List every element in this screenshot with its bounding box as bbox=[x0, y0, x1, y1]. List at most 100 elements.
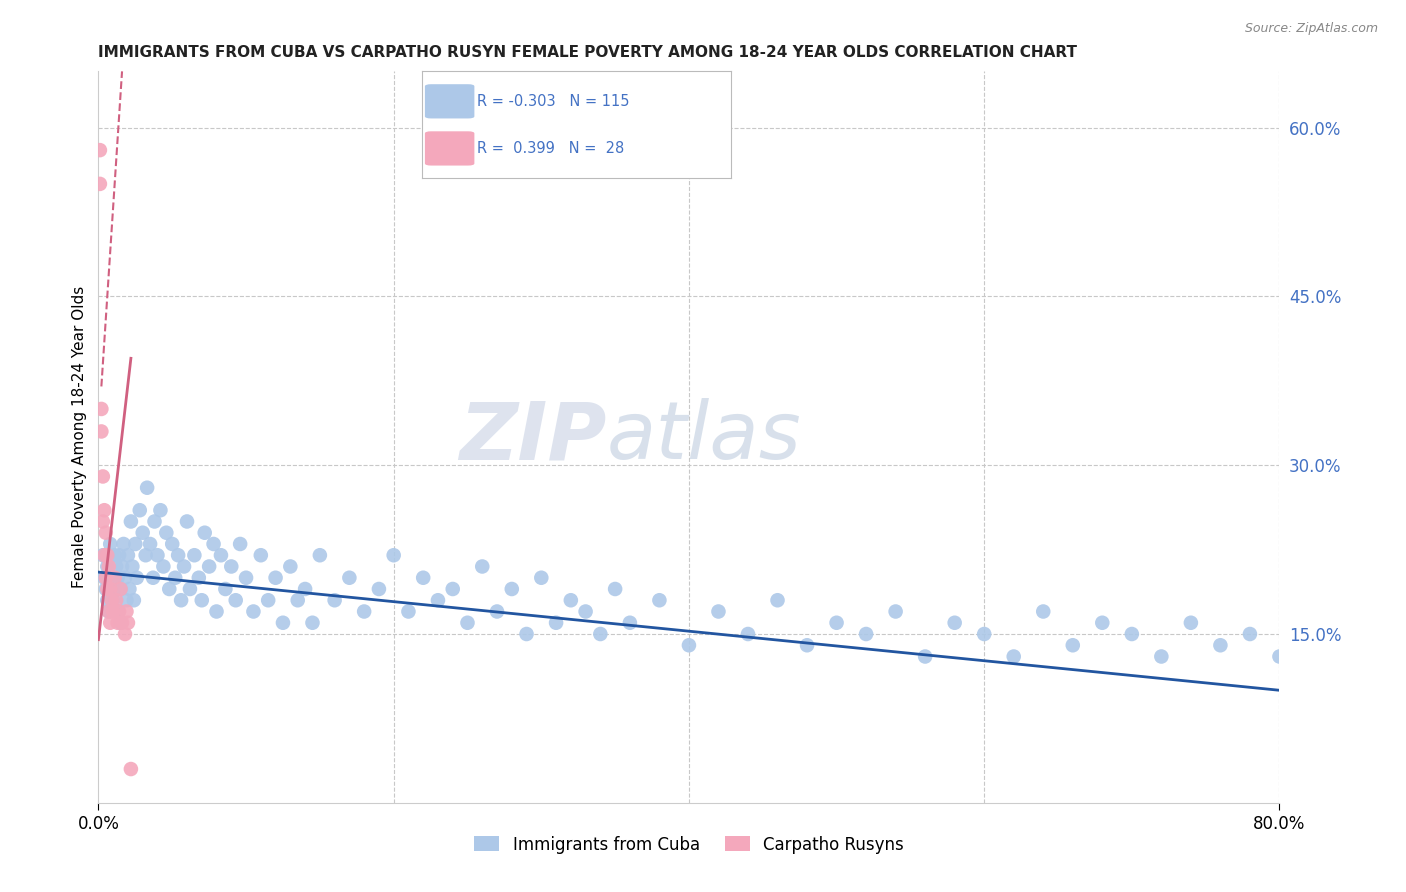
Point bbox=[94, 571, 117, 585]
Point bbox=[103, 593, 125, 607]
Point bbox=[96, 548, 118, 562]
Text: IMMIGRANTS FROM CUBA VS CARPATHO RUSYN FEMALE POVERTY AMONG 18-24 YEAR OLDS CORR: IMMIGRANTS FROM CUBA VS CARPATHO RUSYN F… bbox=[98, 45, 1077, 61]
Point bbox=[111, 559, 134, 574]
Text: Source: ZipAtlas.com: Source: ZipAtlas.com bbox=[1244, 22, 1378, 36]
Point bbox=[112, 537, 135, 551]
Point bbox=[94, 582, 117, 596]
Point bbox=[115, 593, 138, 607]
Point bbox=[136, 481, 159, 495]
Point bbox=[194, 525, 217, 540]
Point bbox=[96, 559, 118, 574]
Point bbox=[501, 582, 523, 596]
Point bbox=[368, 582, 391, 596]
Point bbox=[766, 593, 789, 607]
Point bbox=[132, 525, 155, 540]
Y-axis label: Female Poverty Among 18-24 Year Olds: Female Poverty Among 18-24 Year Olds bbox=[72, 286, 87, 588]
Point bbox=[120, 762, 142, 776]
Point bbox=[257, 593, 280, 607]
Point bbox=[884, 605, 907, 619]
Point bbox=[205, 605, 228, 619]
Point bbox=[825, 615, 848, 630]
Point bbox=[973, 627, 995, 641]
Point bbox=[280, 559, 302, 574]
Point bbox=[93, 571, 115, 585]
Point bbox=[114, 571, 136, 585]
Point bbox=[264, 571, 287, 585]
Point bbox=[339, 571, 361, 585]
Point bbox=[97, 605, 120, 619]
Point bbox=[110, 582, 132, 596]
Point bbox=[103, 571, 125, 585]
Point bbox=[162, 537, 183, 551]
Point bbox=[457, 615, 479, 630]
Point bbox=[560, 593, 582, 607]
Point bbox=[1062, 638, 1084, 652]
Point bbox=[89, 177, 111, 191]
Point bbox=[104, 548, 127, 562]
Point bbox=[89, 143, 111, 157]
Point bbox=[98, 582, 121, 596]
Point bbox=[287, 593, 309, 607]
Point bbox=[1180, 615, 1202, 630]
Point bbox=[110, 582, 132, 596]
Point bbox=[124, 537, 146, 551]
Point bbox=[1002, 649, 1025, 664]
Point bbox=[546, 615, 568, 630]
Point bbox=[107, 605, 129, 619]
Point bbox=[271, 615, 294, 630]
Point bbox=[143, 515, 166, 529]
Point bbox=[117, 615, 139, 630]
Point bbox=[737, 627, 759, 641]
Point bbox=[242, 605, 264, 619]
Point bbox=[105, 593, 128, 607]
Point bbox=[179, 582, 201, 596]
Point bbox=[1150, 649, 1173, 664]
Point bbox=[104, 582, 127, 596]
Point bbox=[122, 593, 145, 607]
Point bbox=[97, 559, 120, 574]
Point bbox=[678, 638, 700, 652]
Point bbox=[214, 582, 236, 596]
Point bbox=[121, 559, 143, 574]
FancyBboxPatch shape bbox=[425, 84, 474, 119]
Point bbox=[165, 571, 187, 585]
Point bbox=[125, 571, 148, 585]
Point bbox=[94, 525, 117, 540]
Point bbox=[412, 571, 434, 585]
Point bbox=[108, 605, 131, 619]
Point bbox=[183, 548, 205, 562]
Point bbox=[98, 537, 121, 551]
Point bbox=[97, 571, 120, 585]
Point bbox=[100, 593, 122, 607]
Point bbox=[107, 571, 129, 585]
Point bbox=[91, 548, 114, 562]
Point bbox=[516, 627, 538, 641]
Point bbox=[108, 548, 131, 562]
Point bbox=[294, 582, 316, 596]
Point bbox=[471, 559, 494, 574]
Point bbox=[176, 515, 198, 529]
FancyBboxPatch shape bbox=[425, 131, 474, 166]
Point bbox=[173, 559, 195, 574]
Point bbox=[96, 593, 118, 607]
Point bbox=[90, 401, 112, 416]
Point bbox=[309, 548, 332, 562]
Text: atlas: atlas bbox=[606, 398, 801, 476]
Point bbox=[914, 649, 936, 664]
Point bbox=[589, 627, 612, 641]
Point bbox=[139, 537, 162, 551]
Point bbox=[187, 571, 209, 585]
Point bbox=[98, 615, 121, 630]
Point bbox=[90, 425, 112, 439]
Point bbox=[225, 593, 247, 607]
Point bbox=[97, 605, 120, 619]
Point bbox=[1239, 627, 1261, 641]
Legend: Immigrants from Cuba, Carpatho Rusyns: Immigrants from Cuba, Carpatho Rusyns bbox=[468, 829, 910, 860]
Point bbox=[135, 548, 157, 562]
Point bbox=[427, 593, 450, 607]
Point bbox=[100, 582, 122, 596]
Text: ZIP: ZIP bbox=[458, 398, 606, 476]
Point bbox=[149, 503, 172, 517]
Point bbox=[91, 469, 114, 483]
Text: R = -0.303   N = 115: R = -0.303 N = 115 bbox=[478, 94, 630, 109]
